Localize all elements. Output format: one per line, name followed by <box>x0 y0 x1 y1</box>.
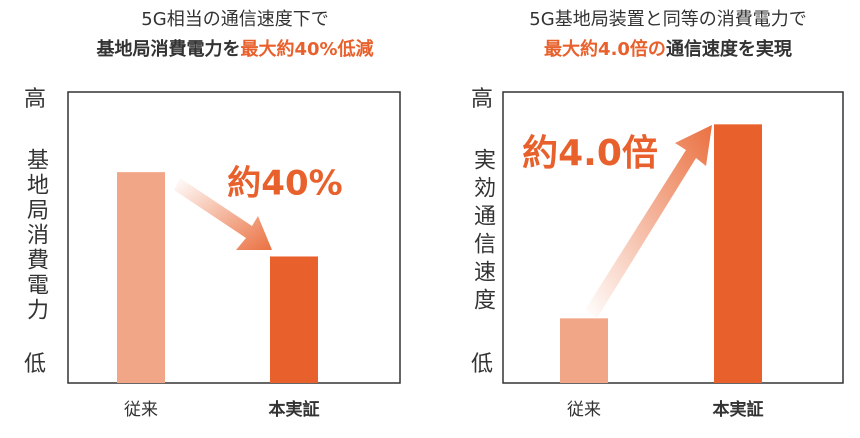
panel-frame <box>502 91 844 384</box>
bar <box>117 172 165 383</box>
bar <box>560 318 608 383</box>
annotation: 約40% <box>227 164 342 204</box>
title-part: 最大約4.0倍の <box>544 38 666 60</box>
y-low-label: 低 <box>471 352 493 377</box>
title: 5G基地局装置と同等の消費電力で <box>529 9 806 30</box>
title: 最大約4.0倍の通信速度を実現 <box>544 38 792 60</box>
title-part: 通信速度を実現 <box>666 38 792 60</box>
y-axis-label: 基地局消費電力 <box>23 148 49 323</box>
x-tick-label: 本実証 <box>269 399 320 420</box>
title: 5G相当の通信速度下で <box>141 9 328 30</box>
arrow <box>174 178 272 250</box>
y-axis-label: 実効通信速度 <box>470 148 496 316</box>
title-part: 最大約40%低減 <box>240 38 373 60</box>
x-tick-label: 本実証 <box>713 399 764 420</box>
y-high-label: 高 <box>471 87 493 112</box>
title: 基地局消費電力を最大約40%低減 <box>95 38 373 60</box>
bar <box>714 124 762 383</box>
annotation: 約4.0倍 <box>522 133 658 174</box>
x-tick-label: 従来 <box>124 400 158 420</box>
bar <box>270 256 318 383</box>
y-low-label: 低 <box>24 352 46 377</box>
arrow <box>585 125 712 318</box>
panel-frame <box>67 91 401 384</box>
title-part: 基地局消費電力を <box>95 38 240 60</box>
y-high-label: 高 <box>24 87 46 112</box>
x-tick-label: 従来 <box>567 400 601 420</box>
